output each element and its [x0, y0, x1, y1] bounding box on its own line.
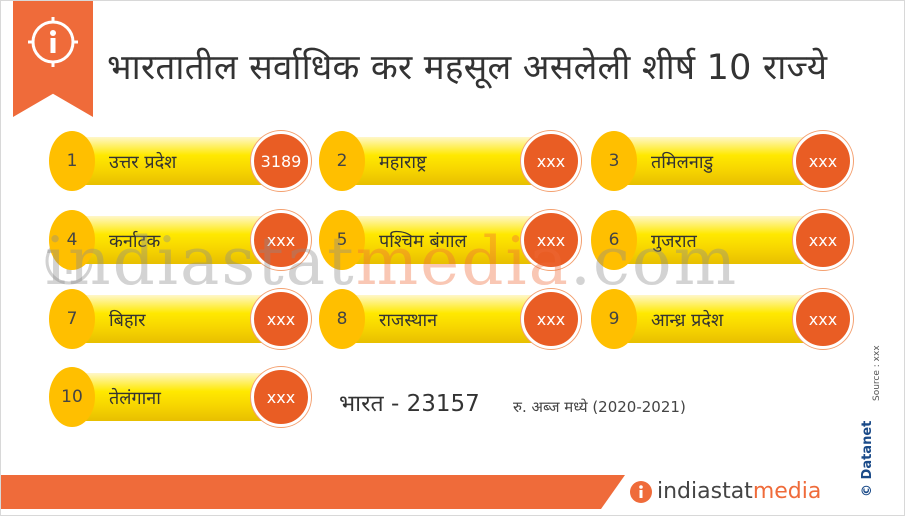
value-badge: xxx: [521, 289, 581, 349]
state-name: गुजरात: [651, 231, 697, 252]
state-tile: 5 पश्चिम बंगाल xxx: [319, 210, 581, 270]
state-tile: 1 उत्तर प्रदेश 3189: [49, 131, 311, 191]
state-tile: 9 आन्ध्र प्रदेश xxx: [591, 289, 853, 349]
value-badge: xxx: [521, 131, 581, 191]
copyright-label: © Datanet: [860, 420, 875, 497]
state-tile: 6 गुजरात xxx: [591, 210, 853, 270]
brand-text-part1: indiastat: [657, 479, 753, 504]
rank-badge: 8: [319, 289, 365, 349]
value-badge: xxx: [251, 289, 311, 349]
rank-badge: 6: [591, 210, 637, 270]
rank-badge: 7: [49, 289, 95, 349]
header-bookmark: [13, 1, 93, 117]
state-name: उत्तर प्रदेश: [109, 152, 177, 173]
value-badge: xxx: [251, 210, 311, 270]
rank-badge: 9: [591, 289, 637, 349]
rank-badge: 10: [49, 367, 95, 427]
state-name: बिहार: [109, 310, 146, 331]
total-value: भारत - 23157: [339, 391, 480, 417]
state-name: कर्नाटक: [109, 231, 161, 252]
unit-label: रु. अब्ज मध्ये (2020-2021): [513, 398, 686, 416]
rank-badge: 2: [319, 131, 365, 191]
state-name: तमिलनाडु: [651, 152, 714, 173]
watermark-part2: media: [355, 223, 570, 300]
brand-logo: indiastatmedia: [629, 479, 821, 504]
watermark-part3: .com: [569, 223, 739, 300]
state-tile: 10 तेलंगाना xxx: [49, 367, 311, 427]
page-title: भारतातील सर्वाधिक कर महसूल असलेली शीर्ष …: [107, 48, 828, 88]
rank-badge: 1: [49, 131, 95, 191]
rank-badge: 3: [591, 131, 637, 191]
value-badge: xxx: [793, 289, 853, 349]
state-tile: 4 कर्नाटक xxx: [49, 210, 311, 270]
state-name: राजस्थान: [379, 310, 438, 331]
source-label: Source : xxx: [872, 345, 882, 401]
footer-bar: [1, 475, 625, 509]
value-badge: xxx: [793, 131, 853, 191]
rank-badge: 4: [49, 210, 95, 270]
state-name: पश्चिम बंगाल: [379, 231, 467, 252]
brand-text-part2: media: [752, 479, 822, 504]
rank-badge: 5: [319, 210, 365, 270]
state-name: तेलंगाना: [109, 388, 161, 409]
state-tile: 8 राजस्थान xxx: [319, 289, 581, 349]
value-badge: xxx: [793, 210, 853, 270]
state-tile: 2 महाराष्ट्र xxx: [319, 131, 581, 191]
state-tile: 7 बिहार xxx: [49, 289, 311, 349]
state-name: आन्ध्र प्रदेश: [651, 310, 724, 331]
brand-info-icon: [630, 480, 652, 503]
state-tile: 3 तमिलनाडु xxx: [591, 131, 853, 191]
value-badge: 3189: [251, 131, 311, 191]
info-icon: [28, 17, 78, 67]
value-badge: xxx: [521, 210, 581, 270]
value-badge: xxx: [251, 367, 311, 427]
watermark-part1: indiastat: [45, 223, 356, 300]
watermark-text: indiastatmedia.com: [45, 223, 738, 300]
state-name: महाराष्ट्र: [379, 152, 427, 173]
